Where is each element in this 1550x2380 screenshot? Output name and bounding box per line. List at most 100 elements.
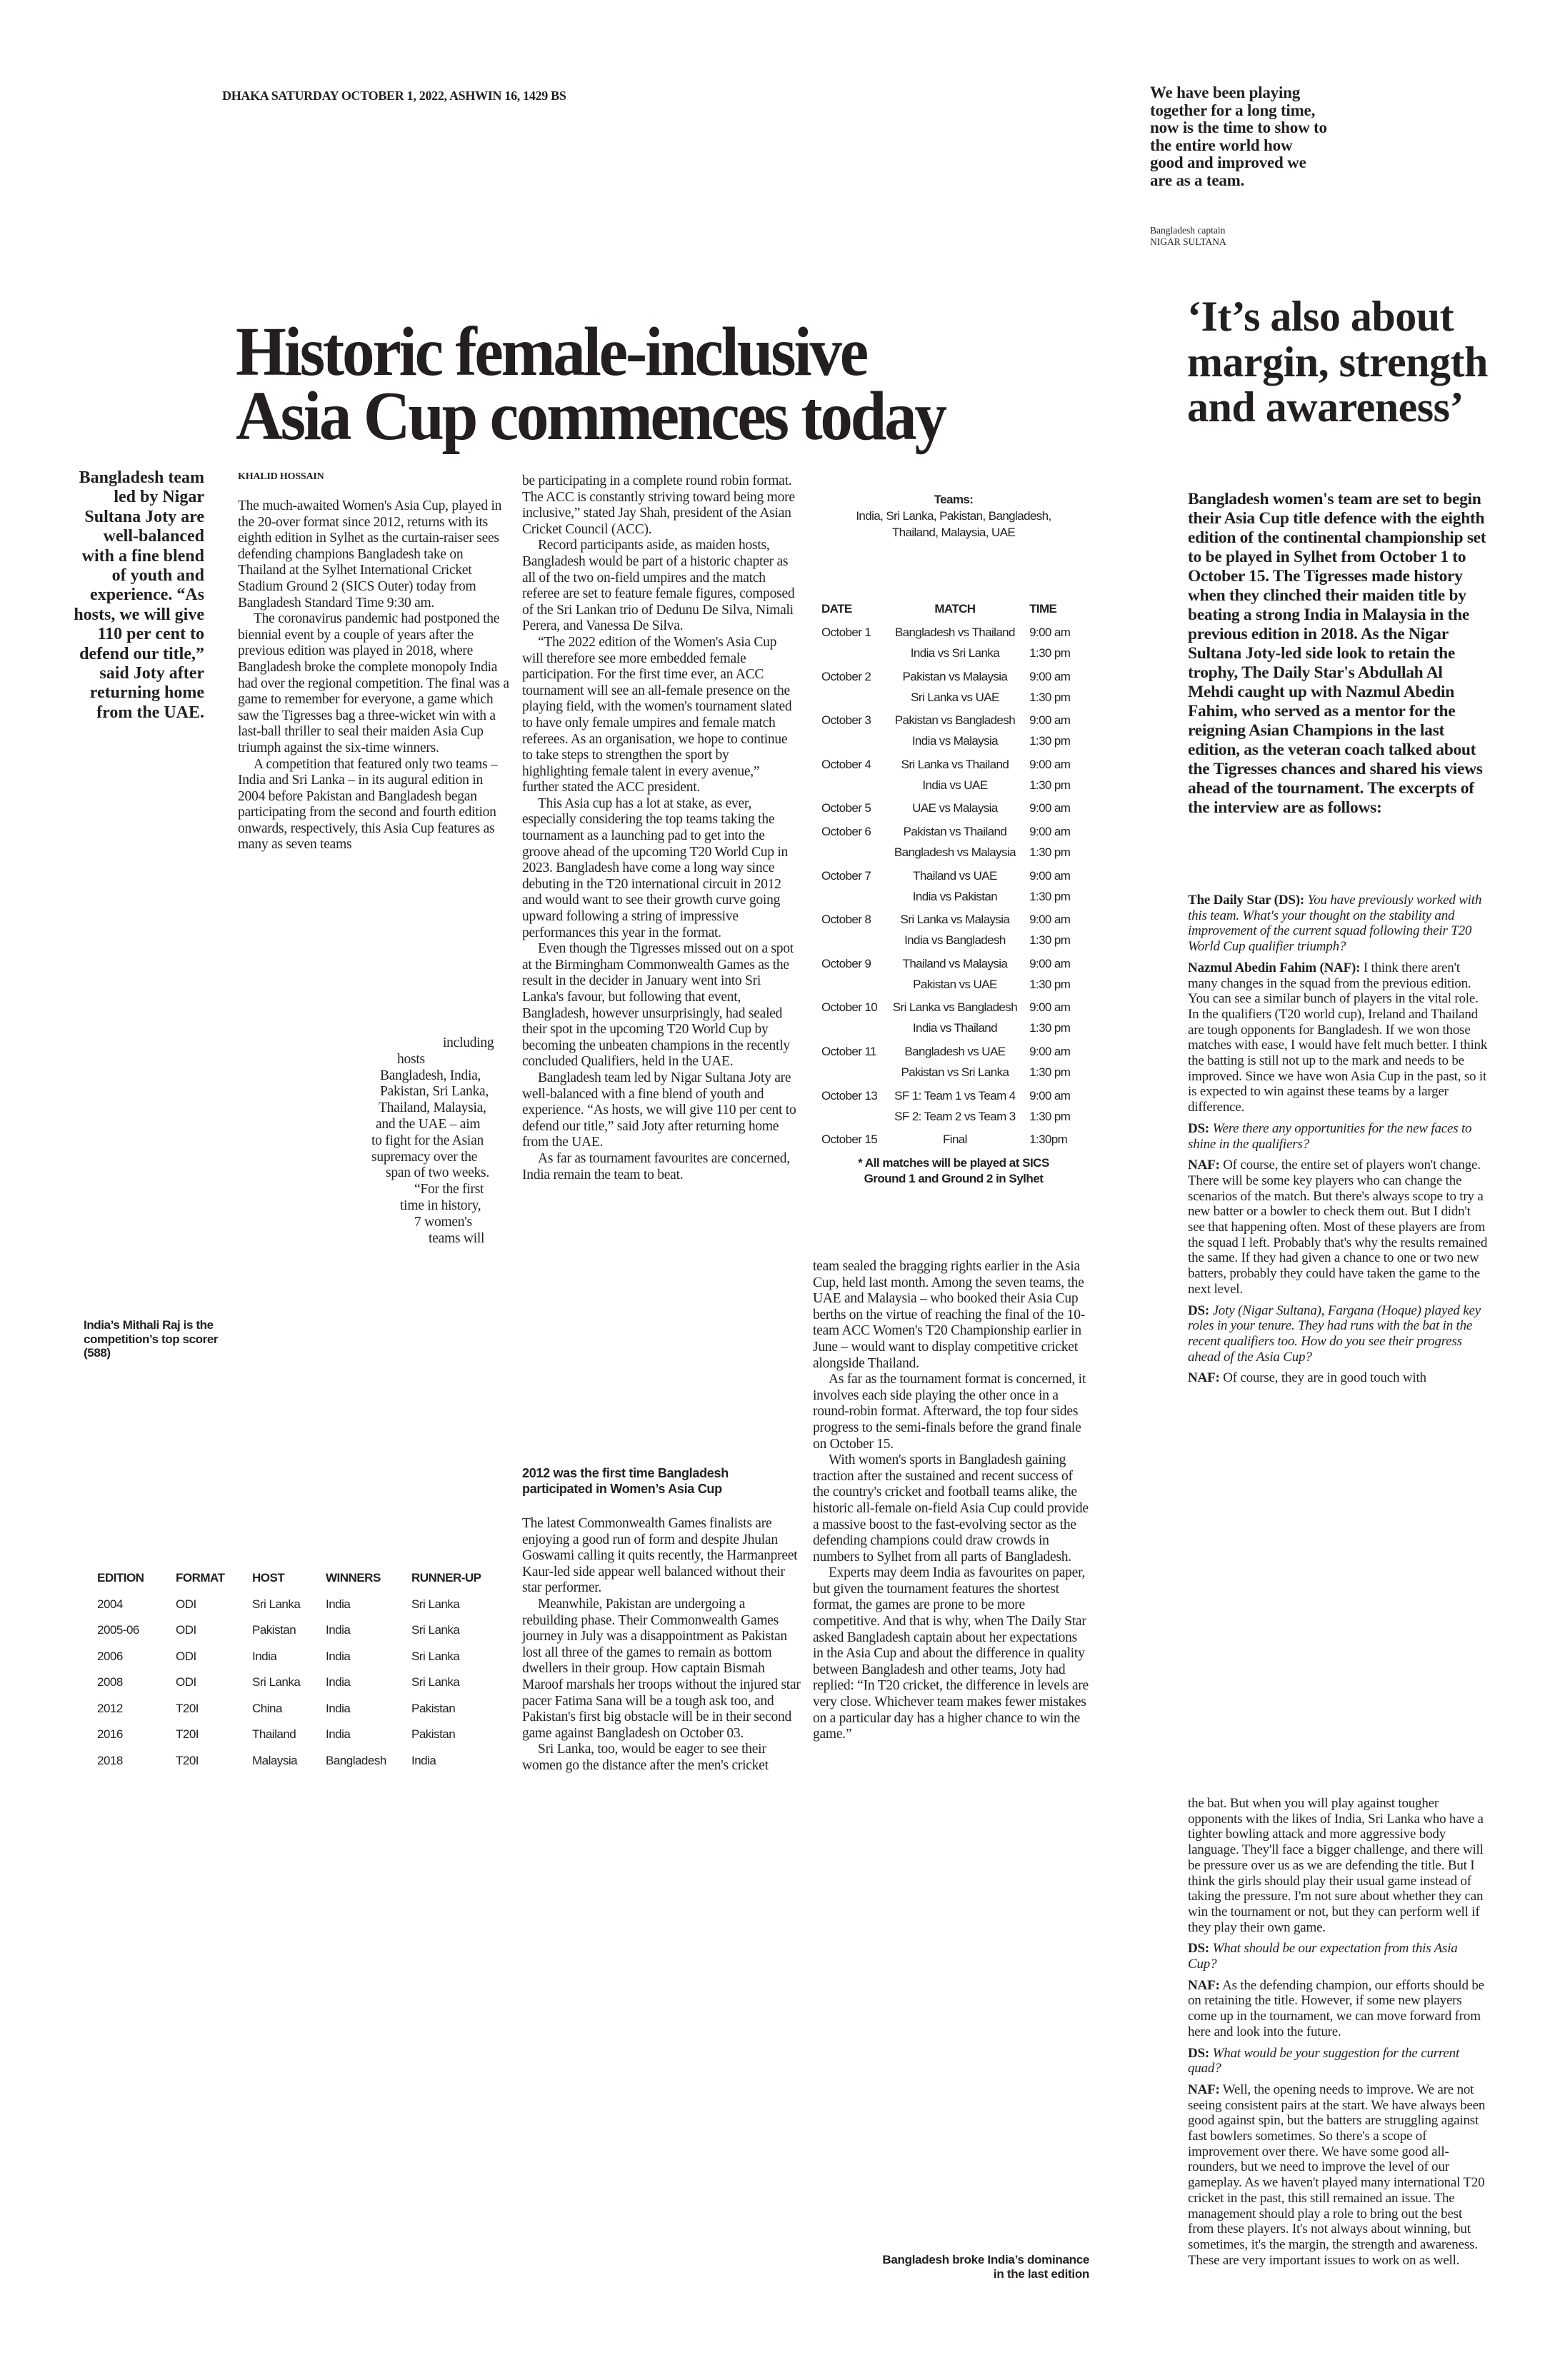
schedule-day: October 5 UAE vs Malaysia 9:00 am bbox=[821, 798, 1086, 818]
match-name: Pakistan vs Sri Lanka bbox=[901, 1065, 1009, 1079]
schedule-row: October 2 Pakistan vs Malaysia 9:00 am bbox=[821, 666, 1086, 687]
story-column-1: The much-awaited Women's Asia Cup, playe… bbox=[238, 498, 512, 853]
edition-cell: China bbox=[252, 1701, 282, 1715]
schedule-row: October 11 Bangladesh vs UAE 9:00 am bbox=[821, 1041, 1086, 1062]
match-name: India vs Malaysia bbox=[911, 734, 999, 748]
side-quote: Bangladesh team led by Nigar Sultana Jot… bbox=[74, 468, 204, 722]
paragraph: As far as tournament favourites are conc… bbox=[522, 1150, 790, 1183]
interview-answer: NAF: Of course, they are in good touch w… bbox=[1188, 1370, 1488, 1386]
paragraph: Meanwhile, Pakistan are undergoing a reb… bbox=[522, 1596, 801, 1741]
match-date bbox=[821, 687, 886, 708]
schedule-row: October 5 UAE vs Malaysia 9:00 am bbox=[821, 798, 1086, 818]
interview-answer: NAF: Of course, the entire set of player… bbox=[1188, 1158, 1488, 1297]
match-name: SF 1: Team 1 vs Team 4 bbox=[894, 1088, 1016, 1103]
match-name: Thailand vs UAE bbox=[913, 868, 997, 883]
edition-cell: 2005-06 bbox=[97, 1623, 139, 1637]
speaker-label: DS: bbox=[1188, 1120, 1210, 1136]
match-name: Pakistan vs Bangladesh bbox=[894, 713, 1016, 728]
byline: KHALID HOSSAIN bbox=[238, 471, 324, 482]
schedule-footnote: * All matches will be played at SICS Gro… bbox=[821, 1155, 1086, 1187]
match-name: Thailand vs Malaysia bbox=[902, 956, 1008, 970]
match-time: 9:00 am bbox=[1029, 757, 1071, 771]
schedule-day: October 11 Bangladesh vs UAE 9:00 am Pakist… bbox=[821, 1041, 1086, 1083]
edition-row: 2016 T20I Thailand India Pakistan bbox=[97, 1722, 497, 1748]
match-time: 1:30 pm bbox=[1029, 734, 1071, 748]
edition-cell: India bbox=[326, 1623, 351, 1637]
edition-cell: India bbox=[411, 1753, 436, 1767]
match-date: October 7 bbox=[821, 868, 871, 883]
text-line: Bangladesh, India, bbox=[380, 1068, 481, 1083]
match-name: India vs Sri Lanka bbox=[910, 646, 1000, 660]
interview-text: What would be your suggestion for the cu… bbox=[1188, 2045, 1460, 2077]
schedule-day: October 10 Sri Lanka vs Bangladesh 9:00 am… bbox=[821, 997, 1086, 1038]
edition-cell: 2012 bbox=[97, 1701, 123, 1715]
text-line: Pakistan, Sri Lanka, bbox=[380, 1084, 489, 1100]
text-line: Thailand, Malaysia, bbox=[379, 1100, 486, 1116]
edition-cell: Sri Lanka bbox=[411, 1675, 460, 1689]
match-date: October 5 bbox=[821, 801, 871, 815]
header-cell: EDITION bbox=[97, 1571, 144, 1585]
dateline: DHAKA SATURDAY OCTOBER 1, 2022, ASHWIN 1… bbox=[222, 89, 566, 103]
credit-name: NIGAR SULTANA bbox=[1150, 236, 1226, 247]
edition-row: 2004 ODI Sri Lanka India Sri Lanka bbox=[97, 1592, 497, 1618]
pull-quote: We have been playing together for a long… bbox=[1150, 84, 1327, 189]
speaker-label: DS: bbox=[1188, 1302, 1210, 1318]
teams-box: Teams: India, Sri Lanka, Pakistan, Bangl… bbox=[821, 491, 1086, 541]
paragraph: The much-awaited Women's Asia Cup, playe… bbox=[238, 498, 502, 611]
match-date: October 1 bbox=[821, 626, 871, 639]
edition-row: 2018 T20I Malaysia Bangladesh India bbox=[97, 1748, 497, 1774]
edition-cell: India bbox=[252, 1649, 277, 1663]
match-date: October 3 bbox=[821, 713, 871, 728]
edition-row: 2008 ODI Sri Lanka India Sri Lanka bbox=[97, 1669, 497, 1696]
interview-question: The Daily Star (DS): You have previously… bbox=[1188, 893, 1488, 955]
schedule-row: October 9 Thailand vs Malaysia 9:00 am bbox=[821, 953, 1086, 974]
story-column-3: team sealed the bragging rights earlier … bbox=[813, 1259, 1089, 1743]
paragraph: be participating in a complete round rob… bbox=[522, 473, 795, 537]
match-time: 9:00 am bbox=[1029, 626, 1071, 639]
interview-question: DS: What should be our expectation from … bbox=[1188, 1941, 1488, 1972]
paragraph: As far as the tournament format is conce… bbox=[813, 1372, 1086, 1452]
edition-cell: ODI bbox=[176, 1649, 196, 1663]
paragraph: The coronavirus pandemic had postponed t… bbox=[238, 611, 509, 755]
story-column-2: be participating in a complete round rob… bbox=[522, 473, 796, 1183]
match-time: 9:00 am bbox=[1029, 1044, 1071, 1058]
paragraph: This Asia cup has a lot at stake, as eve… bbox=[522, 795, 789, 940]
schedule-row: October 10 Sri Lanka vs Bangladesh 9:00 am bbox=[821, 997, 1086, 1018]
speaker-label: DS: bbox=[1188, 2045, 1210, 2061]
match-date: October 13 bbox=[821, 1088, 878, 1103]
interview-text: Well, the opening needs to improve. We a… bbox=[1188, 2082, 1486, 2268]
text-line: and the UAE – aim bbox=[376, 1116, 481, 1132]
teams-list: India, Sri Lanka, Pakistan, Bangladesh, bbox=[856, 509, 1051, 523]
edition-cell: T20I bbox=[176, 1727, 199, 1741]
edition-cell: India bbox=[326, 1727, 351, 1741]
interview-question: DS: Joty (Nigar Sultana), Fargana (Hoque… bbox=[1188, 1303, 1488, 1365]
schedule-row: October 13 SF 1: Team 1 vs Team 4 9:00 am bbox=[821, 1085, 1086, 1106]
schedule-row: India vs Sri Lanka 1:30 pm bbox=[821, 643, 1086, 663]
teams-list: Thailand, Malaysia, UAE bbox=[891, 526, 1016, 539]
header-cell: HOST bbox=[252, 1571, 285, 1585]
fact-box: India’s Mithali Raj is the competition’s… bbox=[84, 1318, 219, 1360]
edition-cell: 2006 bbox=[97, 1649, 123, 1663]
edition-cell: T20I bbox=[176, 1753, 199, 1767]
schedule-header: DATE MATCH TIME bbox=[821, 596, 1086, 622]
text-line: time in history, bbox=[400, 1197, 481, 1213]
match-name: Pakistan vs Malaysia bbox=[902, 669, 1008, 683]
match-date: October 8 bbox=[821, 913, 871, 927]
match-name: India vs UAE bbox=[922, 778, 988, 792]
edition-cell: 2004 bbox=[97, 1597, 123, 1611]
match-time: 1:30 pm bbox=[1029, 1109, 1071, 1123]
match-date bbox=[821, 930, 886, 950]
footnote-line: Ground 1 and Ground 2 in Sylhet bbox=[864, 1172, 1044, 1185]
schedule-row: SF 2: Team 2 vs Team 3 1:30 pm bbox=[821, 1106, 1086, 1127]
match-time: 1:30 pm bbox=[1029, 646, 1071, 660]
paragraph: A competition that featured only two tea… bbox=[238, 756, 498, 853]
story-column-4: The latest Commonwealth Games finalists … bbox=[522, 1516, 801, 1774]
schedule-row: October 3 Pakistan vs Bangladesh 9:00 am bbox=[821, 710, 1086, 730]
main-headline: Historic female-inclusive Asia Cup comme… bbox=[236, 317, 1033, 451]
interview-answer: Nazmul Abedin Fahim (NAF): I think there… bbox=[1188, 960, 1488, 1115]
header-time: TIME bbox=[1029, 602, 1057, 616]
paragraph: Experts may deem India as favourites on … bbox=[813, 1565, 1089, 1742]
edition-cell: Pakistan bbox=[411, 1727, 456, 1741]
edition-cell: India bbox=[326, 1675, 351, 1689]
match-name: Pakistan vs Thailand bbox=[903, 824, 1007, 838]
